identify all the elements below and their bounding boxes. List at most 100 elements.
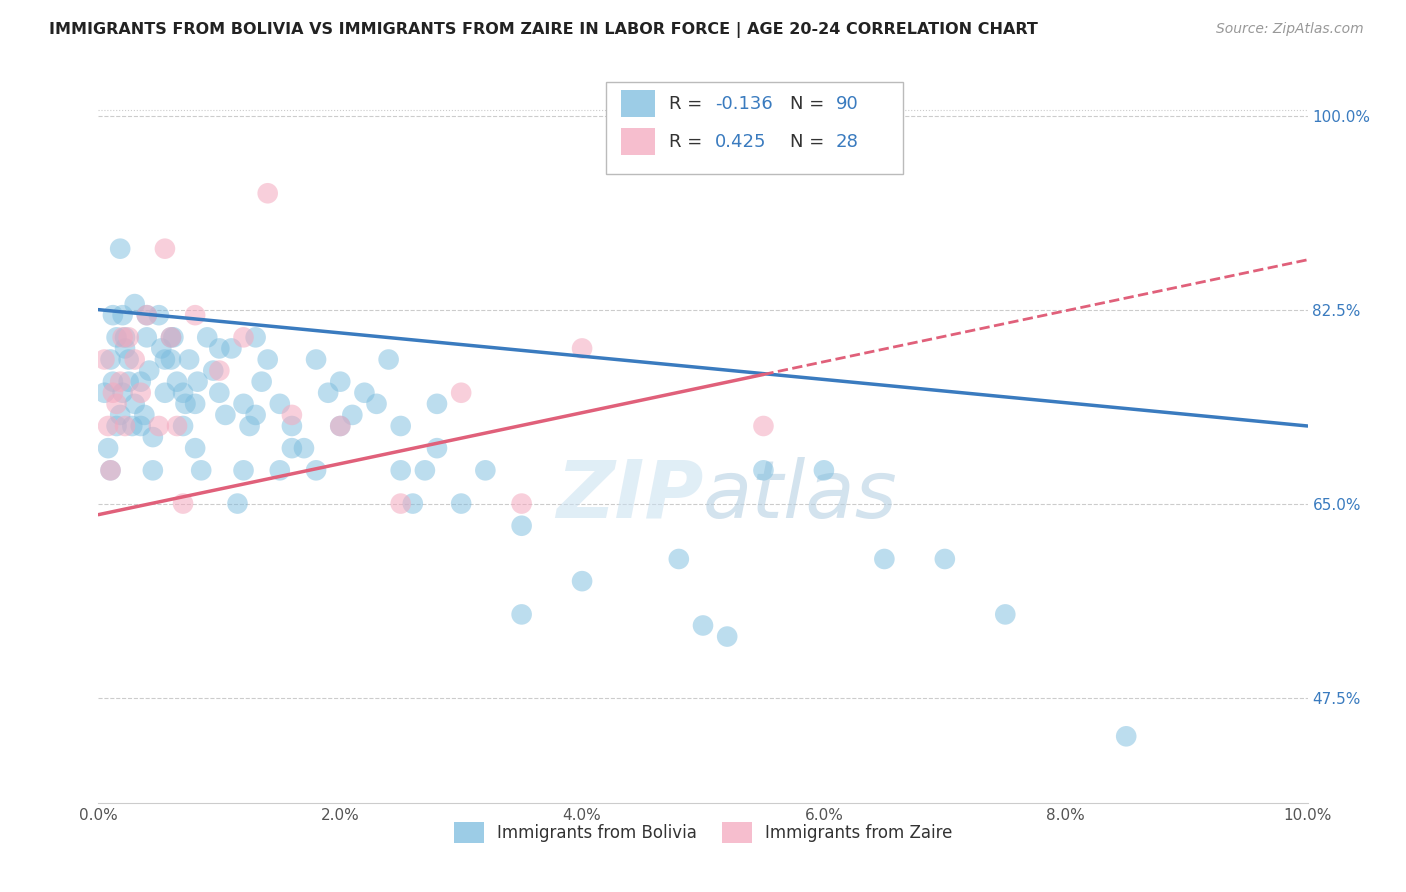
- Point: [389, 419, 412, 434]
- Point: [571, 342, 593, 356]
- Point: [426, 441, 449, 455]
- Text: N =: N =: [790, 95, 830, 112]
- Point: [214, 408, 236, 422]
- Point: [692, 618, 714, 632]
- Point: [148, 419, 170, 434]
- Point: [316, 385, 339, 400]
- Text: R =: R =: [669, 133, 709, 151]
- Point: [873, 552, 896, 566]
- Point: [208, 342, 231, 356]
- Point: [329, 419, 352, 434]
- Point: [510, 518, 533, 533]
- Point: [281, 419, 304, 434]
- Text: 0.425: 0.425: [716, 133, 766, 151]
- Point: [121, 419, 143, 434]
- Point: [105, 419, 128, 434]
- Point: [150, 342, 173, 356]
- Point: [187, 375, 209, 389]
- Point: [172, 497, 194, 511]
- Point: [174, 397, 197, 411]
- Text: Source: ZipAtlas.com: Source: ZipAtlas.com: [1216, 22, 1364, 37]
- Point: [329, 375, 352, 389]
- Point: [100, 463, 122, 477]
- Point: [269, 397, 291, 411]
- Point: [450, 385, 472, 400]
- Point: [129, 419, 152, 434]
- Point: [1115, 729, 1137, 743]
- Point: [135, 330, 157, 344]
- Point: [138, 363, 160, 377]
- Point: [510, 497, 533, 511]
- Point: [153, 352, 176, 367]
- Point: [124, 352, 146, 367]
- Point: [100, 463, 122, 477]
- Point: [256, 352, 278, 367]
- Point: [166, 375, 188, 389]
- Point: [366, 397, 388, 411]
- Point: [232, 397, 254, 411]
- Point: [162, 330, 184, 344]
- Point: [153, 242, 176, 256]
- Point: [135, 308, 157, 322]
- Point: [208, 385, 231, 400]
- Legend: Immigrants from Bolivia, Immigrants from Zaire: Immigrants from Bolivia, Immigrants from…: [447, 815, 959, 849]
- Point: [269, 463, 291, 477]
- Point: [134, 408, 156, 422]
- Point: [108, 242, 131, 256]
- Point: [129, 385, 152, 400]
- Point: [172, 385, 194, 400]
- Text: 28: 28: [837, 133, 859, 151]
- Point: [389, 497, 412, 511]
- Point: [281, 408, 304, 422]
- FancyBboxPatch shape: [621, 90, 655, 118]
- Point: [142, 430, 165, 444]
- Point: [105, 330, 128, 344]
- Point: [190, 463, 212, 477]
- Point: [184, 441, 207, 455]
- Point: [172, 419, 194, 434]
- Point: [135, 308, 157, 322]
- Point: [195, 330, 218, 344]
- Point: [101, 375, 124, 389]
- Point: [752, 463, 775, 477]
- Text: -0.136: -0.136: [716, 95, 773, 112]
- FancyBboxPatch shape: [621, 128, 655, 155]
- Point: [114, 330, 136, 344]
- Point: [226, 497, 249, 511]
- Point: [752, 419, 775, 434]
- Point: [305, 463, 328, 477]
- Point: [111, 308, 134, 322]
- Point: [413, 463, 436, 477]
- Point: [148, 308, 170, 322]
- Point: [124, 397, 146, 411]
- Point: [153, 385, 176, 400]
- Text: ZIP: ZIP: [555, 457, 703, 534]
- Point: [377, 352, 399, 367]
- Point: [111, 330, 134, 344]
- Point: [118, 352, 141, 367]
- Point: [668, 552, 690, 566]
- Text: IMMIGRANTS FROM BOLIVIA VS IMMIGRANTS FROM ZAIRE IN LABOR FORCE | AGE 20-24 CORR: IMMIGRANTS FROM BOLIVIA VS IMMIGRANTS FR…: [49, 22, 1038, 38]
- Point: [245, 330, 267, 344]
- Point: [160, 330, 183, 344]
- Point: [118, 375, 141, 389]
- Point: [105, 397, 128, 411]
- Point: [256, 186, 278, 201]
- Text: atlas: atlas: [703, 457, 898, 534]
- Point: [329, 419, 352, 434]
- Point: [426, 397, 449, 411]
- FancyBboxPatch shape: [606, 82, 903, 174]
- Point: [160, 330, 183, 344]
- Point: [101, 385, 124, 400]
- Text: R =: R =: [669, 95, 709, 112]
- Point: [474, 463, 496, 477]
- Point: [510, 607, 533, 622]
- Point: [114, 342, 136, 356]
- Point: [184, 397, 207, 411]
- Point: [450, 497, 472, 511]
- Point: [202, 363, 225, 377]
- Point: [108, 375, 131, 389]
- Point: [239, 419, 262, 434]
- Point: [934, 552, 956, 566]
- Point: [571, 574, 593, 589]
